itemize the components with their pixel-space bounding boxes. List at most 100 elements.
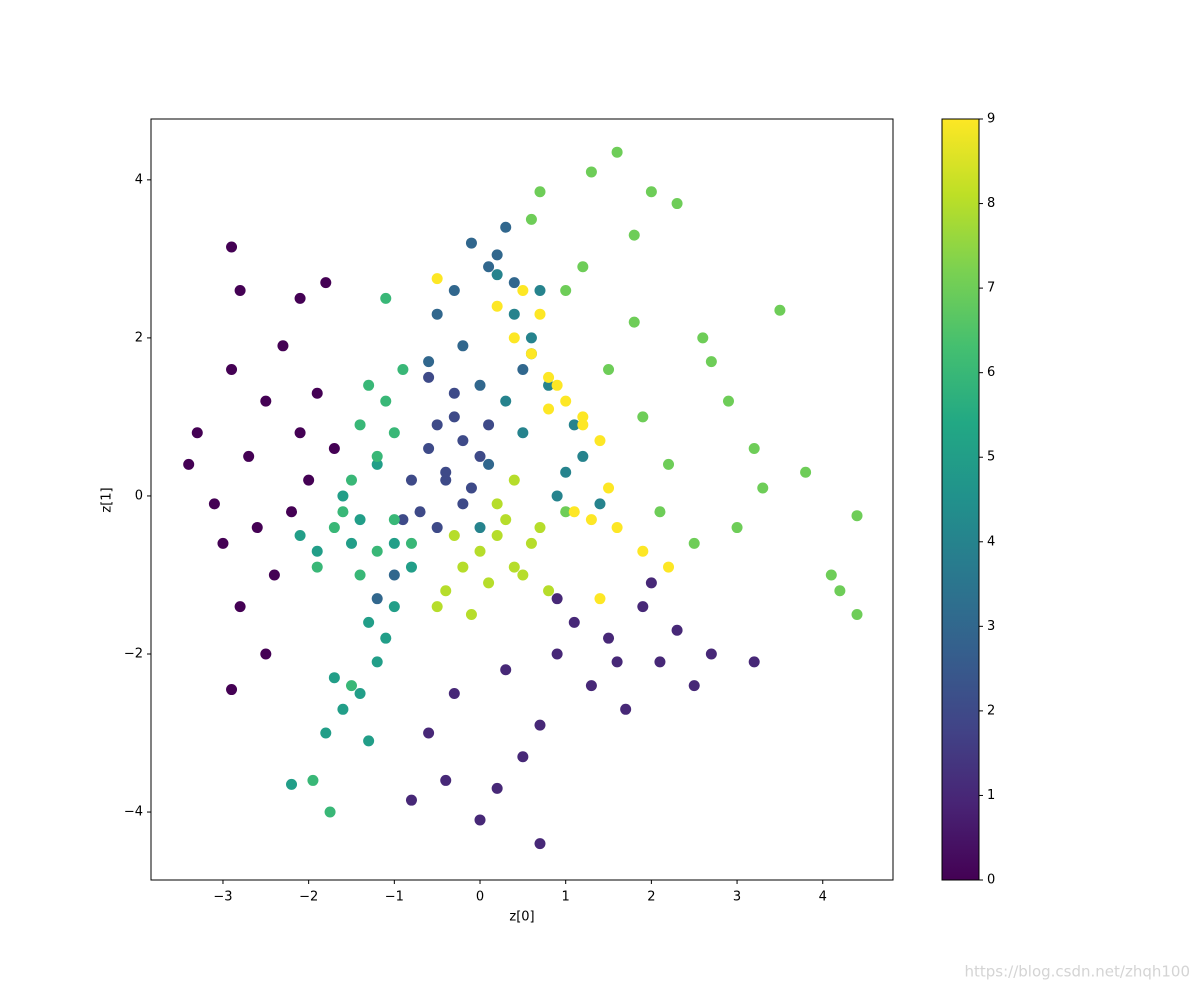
point — [226, 684, 238, 696]
point — [560, 466, 572, 478]
point — [663, 561, 675, 573]
point — [500, 664, 512, 676]
point — [457, 340, 469, 352]
point — [825, 569, 837, 581]
point — [705, 648, 717, 660]
point — [577, 261, 589, 273]
point — [585, 514, 597, 526]
point — [397, 364, 409, 376]
point — [423, 356, 435, 368]
point — [551, 648, 563, 660]
point — [423, 727, 435, 739]
point — [517, 427, 529, 439]
point — [722, 395, 734, 407]
point — [371, 450, 383, 462]
point — [491, 782, 503, 794]
point — [543, 371, 555, 383]
point — [260, 648, 272, 660]
y-axis-label: z[1] — [100, 487, 115, 512]
y-tick-label: −4 — [124, 805, 143, 820]
point — [448, 387, 460, 399]
x-tick-label: −1 — [385, 890, 404, 905]
point — [337, 490, 349, 502]
point — [440, 585, 452, 597]
point — [388, 427, 400, 439]
point — [380, 395, 392, 407]
point — [671, 624, 683, 636]
y-tick-label: 4 — [135, 172, 143, 187]
point — [431, 273, 443, 285]
point — [440, 474, 452, 486]
point — [320, 277, 332, 289]
point — [465, 482, 477, 494]
colorbar-tick-label: 2 — [987, 703, 995, 718]
point — [654, 656, 666, 668]
point — [543, 403, 555, 415]
point — [517, 751, 529, 763]
x-tick-label: 4 — [819, 890, 827, 905]
point — [705, 356, 717, 368]
point — [363, 616, 375, 628]
point — [277, 340, 289, 352]
point — [440, 774, 452, 786]
point — [397, 514, 409, 526]
point — [345, 680, 357, 692]
point — [560, 284, 572, 296]
point — [243, 450, 255, 462]
point — [508, 308, 520, 320]
point — [268, 569, 280, 581]
point — [508, 332, 520, 344]
point — [774, 304, 786, 316]
point — [594, 435, 606, 447]
point — [423, 371, 435, 383]
point — [311, 561, 323, 573]
point — [594, 593, 606, 605]
point — [307, 774, 319, 786]
point — [534, 719, 546, 731]
point — [474, 522, 486, 534]
point — [363, 379, 375, 391]
point — [483, 577, 495, 589]
colorbar-tick-label: 1 — [987, 788, 995, 803]
point — [388, 601, 400, 613]
point — [525, 332, 537, 344]
point — [465, 608, 477, 620]
x-axis-label: z[0] — [509, 910, 534, 925]
point — [483, 261, 495, 273]
points — [183, 146, 863, 850]
point — [534, 838, 546, 850]
point — [423, 443, 435, 455]
point — [671, 198, 683, 210]
point — [577, 411, 589, 423]
point — [757, 482, 769, 494]
point — [251, 522, 263, 534]
point — [354, 514, 366, 526]
x-tick-label: 3 — [733, 890, 741, 905]
point — [337, 506, 349, 518]
point — [645, 577, 657, 589]
point — [345, 474, 357, 486]
point — [851, 608, 863, 620]
y-tick-label: 2 — [135, 330, 143, 345]
point — [620, 703, 632, 715]
point — [611, 522, 623, 534]
colorbar-tick-label: 5 — [987, 450, 995, 465]
point — [551, 593, 563, 605]
point — [637, 545, 649, 557]
point — [414, 506, 426, 518]
point — [226, 241, 238, 253]
colorbar-tick-label: 0 — [987, 873, 995, 888]
point — [448, 411, 460, 423]
point — [534, 308, 546, 320]
point — [388, 569, 400, 581]
point — [491, 300, 503, 312]
point — [303, 474, 315, 486]
point — [637, 601, 649, 613]
point — [474, 450, 486, 462]
point — [465, 237, 477, 249]
point — [491, 529, 503, 541]
point — [697, 332, 709, 344]
colorbar-tick-label: 4 — [987, 534, 995, 549]
point — [448, 529, 460, 541]
